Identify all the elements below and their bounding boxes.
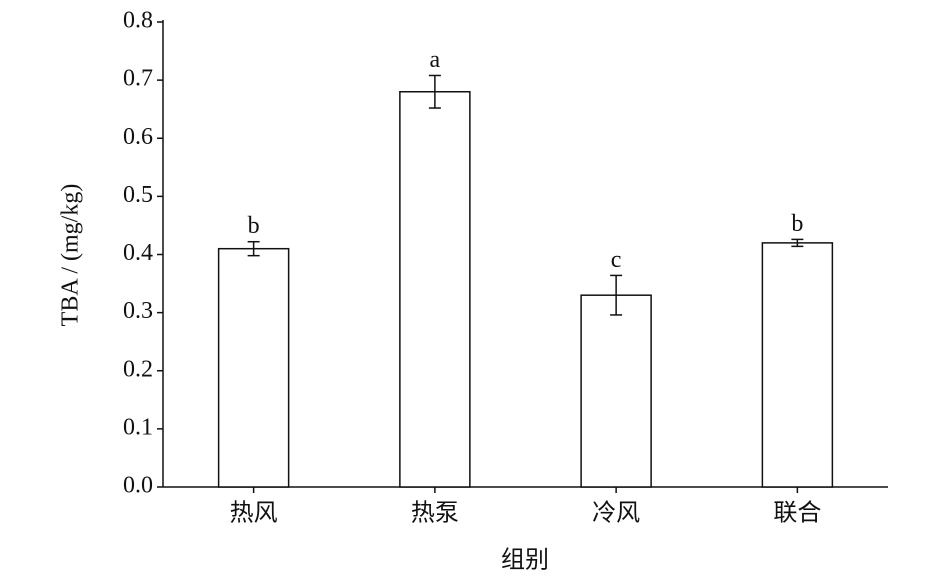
y-tick-label: 0.1	[123, 414, 153, 440]
x-tick-label: 热风	[230, 500, 278, 527]
error-bar	[791, 238, 804, 248]
y-tick-label: 0.2	[123, 356, 153, 382]
y-tick-label: 0.7	[123, 66, 153, 92]
error-bar	[247, 240, 260, 257]
x-tick-label: 联合	[773, 500, 821, 527]
significance-label: a	[430, 47, 441, 73]
y-tick-label: 0.0	[123, 473, 153, 499]
significance-label: b	[248, 213, 260, 239]
y-axis-label: TBA / (mg/kg)	[58, 184, 84, 327]
x-axis-label: 组别	[501, 547, 549, 574]
significance-label: b	[791, 211, 803, 237]
error-bar	[610, 274, 623, 316]
y-tick-label: 0.4	[123, 240, 153, 266]
bar	[761, 242, 834, 488]
x-tick-label: 冷风	[592, 500, 640, 527]
bar	[580, 294, 652, 488]
y-tick-label: 0.5	[123, 182, 153, 208]
significance-label: c	[611, 247, 622, 273]
error-bar	[428, 74, 441, 109]
bar	[217, 247, 290, 488]
bar	[399, 91, 471, 488]
x-tick-label: 热泵	[411, 500, 459, 527]
y-tick-label: 0.8	[123, 8, 153, 34]
y-tick-label: 0.6	[123, 124, 153, 150]
y-tick-label: 0.3	[123, 298, 153, 324]
